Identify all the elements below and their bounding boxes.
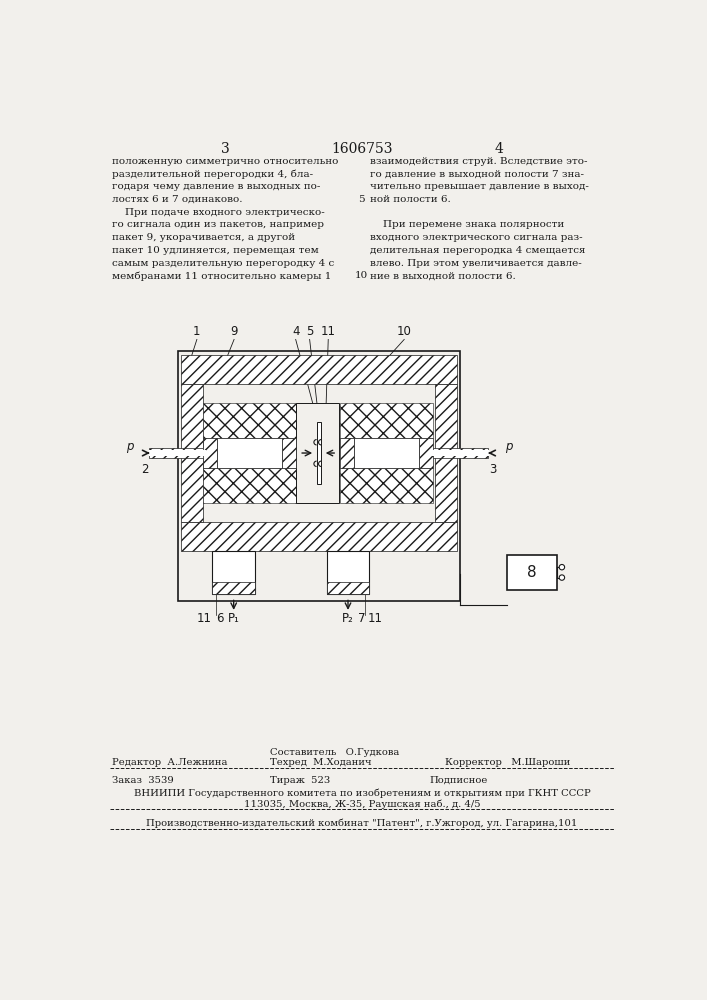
Text: 4: 4	[495, 142, 503, 156]
Text: p: p	[505, 440, 512, 453]
Text: 6: 6	[216, 612, 224, 625]
Text: 1606753: 1606753	[331, 142, 392, 156]
Bar	[203, 468, 296, 503]
Bar	[182, 355, 457, 384]
Text: Производственно-издательский комбинат "Патент", г.Ужгород, ул. Гагарина,101: Производственно-издательский комбинат "П…	[146, 818, 578, 828]
Bar	[149, 448, 217, 458]
Bar	[149, 450, 206, 456]
Text: взаимодействия струй. Вследствие это-: взаимодействия струй. Вследствие это-	[370, 157, 588, 166]
Text: 11: 11	[368, 612, 383, 625]
Text: Составитель   О.Гудкова: Составитель О.Гудкова	[271, 748, 400, 757]
Bar	[507, 555, 557, 590]
Text: 3: 3	[221, 142, 230, 156]
Circle shape	[559, 575, 565, 580]
Text: делительная перегородка 4 смещается: делительная перегородка 4 смещается	[370, 246, 585, 255]
Text: входного электрического сигнала раз-: входного электрического сигнала раз-	[370, 233, 583, 242]
Text: Тираж  523: Тираж 523	[271, 776, 331, 785]
Bar	[317, 422, 321, 484]
Bar	[340, 403, 433, 438]
Bar	[212, 551, 255, 594]
Text: При подаче входного электрическо-: При подаче входного электрическо-	[112, 208, 325, 217]
Text: 10: 10	[397, 325, 411, 338]
Text: годаря чему давление в выходных по-: годаря чему давление в выходных по-	[112, 182, 320, 191]
Text: мембранами 11 относительно камеры 1: мембранами 11 относительно камеры 1	[112, 271, 331, 281]
Text: пакет 9, укорачивается, а другой: пакет 9, укорачивается, а другой	[112, 233, 295, 242]
Text: го сигнала один из пакетов, например: го сигнала один из пакетов, например	[112, 220, 324, 229]
Bar	[212, 582, 255, 594]
Text: 113035, Москва, Ж-35, Раушская наб., д. 4/5: 113035, Москва, Ж-35, Раушская наб., д. …	[244, 799, 480, 809]
Text: 10: 10	[354, 271, 368, 280]
Text: p: p	[126, 440, 134, 453]
Text: положенную симметрично относительно: положенную симметрично относительно	[112, 157, 338, 166]
Text: P₂: P₂	[342, 612, 354, 625]
Text: 9: 9	[230, 325, 238, 338]
Text: ВНИИПИ Государственного комитета по изобретениям и открытиям при ГКНТ СССР: ВНИИПИ Государственного комитета по изоб…	[134, 788, 590, 798]
Text: P₁: P₁	[228, 612, 240, 625]
Text: Редактор  А.Лежнина: Редактор А.Лежнина	[112, 758, 227, 767]
Text: самым разделительную перегородку 4 с: самым разделительную перегородку 4 с	[112, 259, 334, 268]
Text: чительно превышает давление в выход-: чительно превышает давление в выход-	[370, 182, 588, 191]
Text: го давление в выходной полости 7 зна-: го давление в выходной полости 7 зна-	[370, 170, 584, 179]
Text: При перемене знака полярности: При перемене знака полярности	[370, 220, 564, 229]
Text: Заказ  3539: Заказ 3539	[112, 776, 173, 785]
Bar	[217, 438, 282, 468]
Text: 3: 3	[489, 463, 496, 476]
Bar	[340, 468, 433, 503]
Circle shape	[559, 564, 565, 570]
Text: Подписное: Подписное	[429, 776, 488, 785]
Text: 5: 5	[306, 325, 313, 338]
Bar	[419, 438, 433, 468]
Text: Корректор   М.Шароши: Корректор М.Шароши	[445, 758, 571, 767]
Bar	[419, 448, 488, 458]
Text: 8: 8	[527, 565, 537, 580]
Bar	[340, 438, 354, 468]
Text: 11: 11	[321, 325, 336, 338]
Text: пакет 10 удлиняется, перемещая тем: пакет 10 удлиняется, перемещая тем	[112, 246, 318, 255]
Text: 4: 4	[292, 325, 300, 338]
Text: 11: 11	[197, 612, 212, 625]
Bar	[354, 438, 419, 468]
Bar	[435, 384, 457, 522]
Text: ной полости 6.: ной полости 6.	[370, 195, 450, 204]
Text: 1: 1	[193, 325, 201, 338]
Bar	[296, 403, 339, 503]
Bar	[327, 551, 369, 594]
Text: влево. При этом увеличивается давле-: влево. При этом увеличивается давле-	[370, 259, 581, 268]
Text: разделительной перегородки 4, бла-: разделительной перегородки 4, бла-	[112, 170, 312, 179]
Text: ние в выходной полости 6.: ние в выходной полости 6.	[370, 271, 515, 280]
Bar	[182, 384, 203, 522]
Bar	[282, 438, 296, 468]
Bar	[203, 438, 217, 468]
Text: 7: 7	[358, 612, 366, 625]
Text: 2: 2	[141, 463, 148, 476]
Bar	[432, 450, 489, 456]
Text: лостях 6 и 7 одинаково.: лостях 6 и 7 одинаково.	[112, 195, 242, 204]
Bar	[203, 403, 296, 438]
Text: 5: 5	[358, 195, 365, 204]
Bar	[182, 522, 457, 551]
Text: Техред  М.Ходанич: Техред М.Ходанич	[271, 758, 372, 767]
Bar	[327, 582, 369, 594]
Bar	[177, 351, 460, 601]
